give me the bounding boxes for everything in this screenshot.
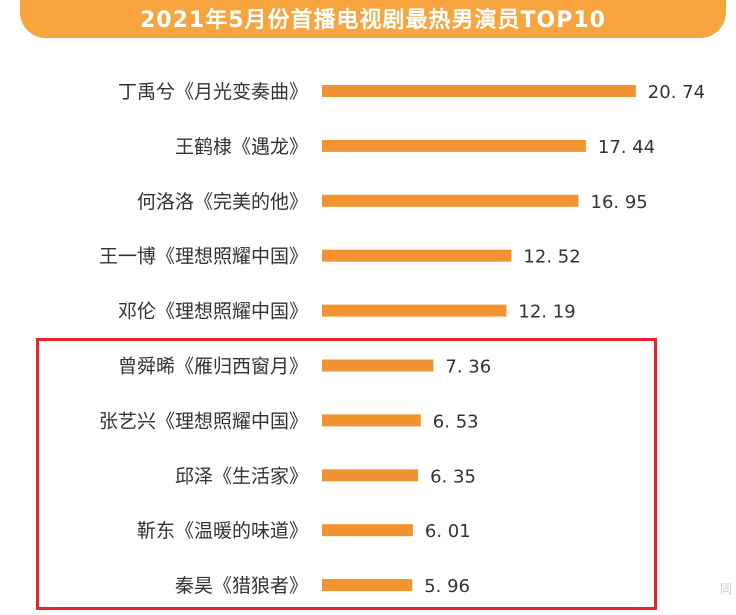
bar: [322, 249, 512, 262]
value-label: 6. 35: [430, 466, 476, 487]
category-label: 王一博《理想照耀中国》: [99, 246, 308, 268]
value-label: 17. 44: [598, 137, 655, 158]
bar: [322, 414, 421, 427]
value-label: 12. 52: [523, 247, 580, 268]
value-label: 6. 01: [425, 521, 471, 542]
value-label: 16. 95: [591, 192, 648, 213]
category-label: 王鹤棣《遇龙》: [175, 136, 308, 158]
chart-title: 2021年5月份首播电视剧最热男演员TOP10: [140, 8, 606, 33]
value-label: 12. 19: [518, 302, 575, 323]
category-label: 何洛洛《完美的他》: [137, 191, 308, 213]
category-label: 曾舜晞《雁归西窗月》: [118, 356, 308, 378]
category-label: 丁禹兮《月光变奏曲》: [118, 81, 308, 103]
value-label: 7. 36: [445, 357, 491, 378]
bar: [322, 524, 413, 537]
value-label: 20. 74: [648, 82, 705, 103]
bar: [322, 304, 507, 317]
bar: [322, 579, 413, 592]
bars-layer: 丁禹兮《月光变奏曲》 20. 74 王鹤棣《遇龙》 17. 44 何洛洛《完美的他》 16…: [99, 81, 705, 597]
bar: [322, 359, 434, 372]
highlight-box: [36, 338, 657, 610]
category-label: 邱泽《生活家》: [175, 465, 308, 487]
bar: [322, 85, 636, 97]
bar: [322, 469, 419, 482]
title-banner: 2021年5月份首播电视剧最热男演员TOP10: [20, 0, 726, 38]
category-label: 邓伦《理想照耀中国》: [118, 301, 308, 323]
bar: [322, 194, 579, 207]
category-label: 靳东《温暖的味道》: [137, 520, 308, 542]
value-label: 6. 53: [433, 411, 479, 432]
value-label: 5. 96: [424, 576, 470, 597]
category-label: 秦昊《猎狼者》: [175, 575, 308, 597]
watermark: 同: [719, 582, 732, 596]
category-label: 张艺兴《理想照耀中国》: [99, 410, 308, 432]
bar: [322, 139, 586, 152]
